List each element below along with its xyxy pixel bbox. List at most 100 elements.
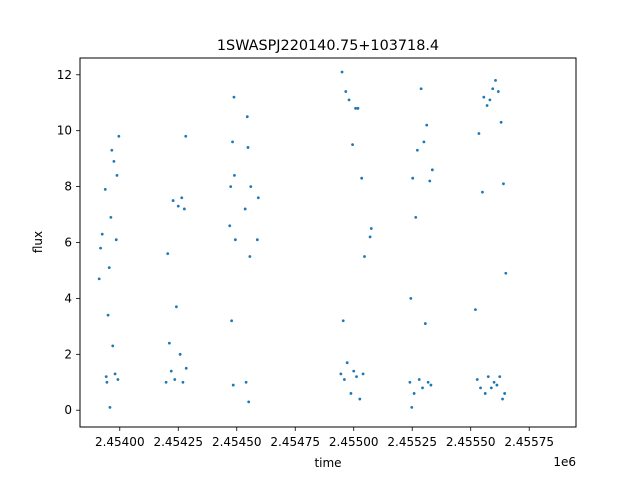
y-tick-label: 0 — [64, 403, 72, 417]
data-point — [245, 115, 249, 119]
data-point — [354, 106, 358, 110]
data-point — [345, 361, 349, 365]
y-axis: 0 2 4 6 8 10 12 — [57, 68, 80, 417]
data-point — [229, 185, 233, 188]
y-axis-label: flux — [31, 231, 45, 253]
data-point — [107, 266, 111, 270]
data-point — [233, 174, 236, 177]
data-point — [106, 313, 110, 317]
x-tick-label: 2.45425 — [153, 435, 203, 449]
data-point — [499, 120, 503, 124]
data-point — [415, 148, 419, 152]
data-point — [178, 352, 182, 356]
data-point — [182, 207, 186, 211]
y-tick-label: 4 — [64, 291, 72, 305]
data-point — [412, 392, 416, 395]
y-tick-label: 8 — [64, 180, 72, 194]
data-point — [347, 98, 351, 102]
data-point — [171, 199, 175, 202]
data-point — [483, 392, 487, 395]
data-point — [166, 252, 170, 256]
data-point — [247, 400, 251, 404]
x-tick-label: 2.45525 — [387, 435, 437, 449]
data-point — [426, 380, 430, 384]
data-point — [421, 386, 424, 390]
data-point — [351, 143, 354, 147]
data-point — [355, 375, 358, 379]
data-point — [243, 207, 247, 211]
data-point — [249, 185, 253, 188]
data-point — [174, 305, 178, 309]
data-point — [494, 78, 497, 82]
data-point — [352, 369, 356, 373]
x-tick-label: 2.45500 — [329, 435, 379, 449]
data-point — [180, 196, 184, 200]
data-point — [114, 238, 118, 242]
data-point — [368, 235, 372, 239]
data-point — [475, 378, 479, 381]
data-point — [410, 406, 414, 409]
data-point — [113, 372, 117, 376]
data-point — [503, 392, 507, 395]
x-axis: 2.45400 2.45425 2.45450 2.45475 2.45500 2.455… — [95, 427, 554, 449]
data-point — [99, 246, 102, 250]
data-point — [411, 176, 415, 180]
data-point — [429, 383, 433, 387]
data-point — [491, 87, 495, 91]
data-point — [481, 190, 484, 194]
x-tick-label: 2.45575 — [504, 435, 554, 449]
data-point — [255, 238, 259, 242]
data-point — [117, 134, 121, 138]
data-point — [502, 182, 505, 186]
data-point — [419, 87, 423, 91]
data-point — [349, 392, 353, 395]
data-point — [248, 255, 252, 258]
data-point — [231, 383, 235, 387]
data-point — [479, 386, 482, 390]
data-point — [173, 378, 177, 381]
data-point — [498, 375, 502, 379]
data-point — [116, 378, 120, 381]
scatter-points — [97, 70, 508, 409]
data-point — [340, 70, 344, 74]
data-point — [184, 366, 188, 370]
data-point — [111, 344, 115, 348]
x-tick-label: 2.45400 — [95, 435, 145, 449]
data-point — [425, 123, 429, 127]
x-tick-label: 2.45450 — [212, 435, 262, 449]
data-point — [231, 140, 234, 144]
data-point — [176, 204, 180, 208]
data-point — [97, 277, 101, 281]
data-point — [369, 227, 373, 230]
data-point — [344, 90, 348, 93]
data-point — [422, 140, 426, 144]
data-point — [504, 271, 508, 275]
data-point — [474, 308, 477, 311]
data-point — [428, 179, 432, 183]
data-point — [409, 297, 413, 300]
data-point — [341, 319, 345, 323]
data-point — [169, 369, 173, 373]
data-point — [115, 174, 119, 177]
data-point — [103, 187, 107, 191]
data-point — [430, 168, 434, 172]
x-axis-label: time — [314, 456, 341, 470]
data-point — [417, 378, 421, 381]
y-tick-label: 10 — [57, 124, 72, 138]
data-point — [233, 238, 237, 242]
data-point — [256, 196, 260, 200]
data-point — [105, 380, 109, 384]
data-point — [363, 255, 366, 258]
data-point — [109, 215, 113, 219]
data-point — [181, 380, 185, 384]
data-point — [232, 95, 236, 99]
data-point — [501, 397, 504, 401]
data-point — [164, 380, 168, 384]
data-point — [358, 397, 362, 401]
chart-title: 1SWASPJ220140.75+103718.4 — [217, 38, 439, 54]
data-point — [486, 375, 490, 379]
data-point — [423, 322, 427, 325]
data-point — [230, 319, 234, 323]
